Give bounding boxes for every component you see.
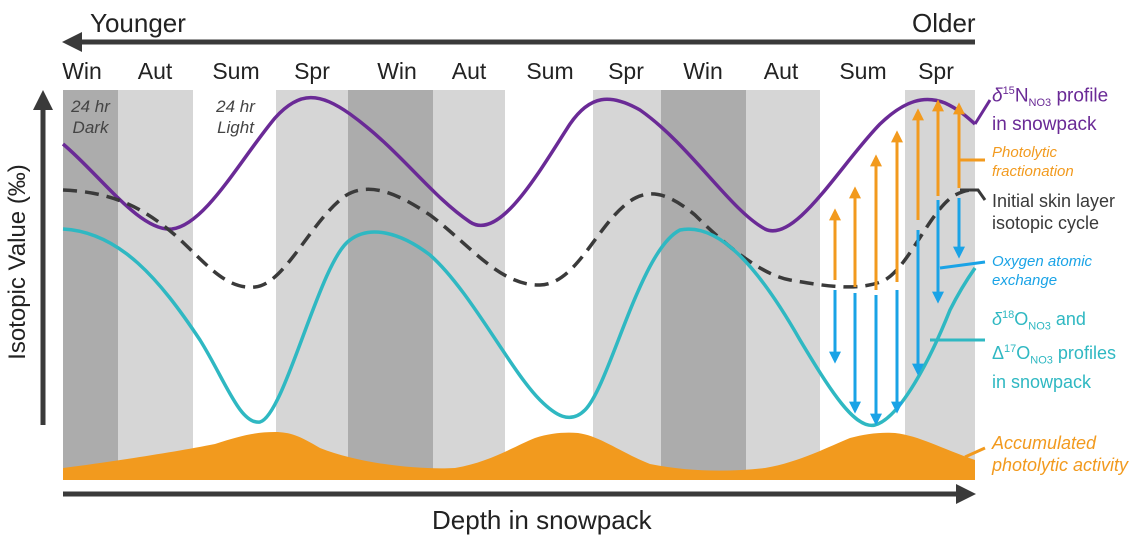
band-win-1 bbox=[63, 90, 118, 480]
season-label: Win bbox=[62, 58, 102, 84]
legend-o18-sub1: NO3 bbox=[1028, 320, 1051, 333]
band-win-3 bbox=[661, 90, 746, 480]
n15-profile-curve bbox=[61, 95, 977, 233]
light-note-line2: Light bbox=[217, 118, 254, 137]
legend-o18-sup1: 18 bbox=[1002, 309, 1015, 321]
legend-n15-delta: δ bbox=[992, 85, 1003, 107]
season-label: Spr bbox=[918, 58, 954, 84]
photolytic-arrows bbox=[829, 99, 965, 290]
season-label: Win bbox=[377, 58, 417, 84]
legend-o18-and: and bbox=[1050, 309, 1086, 329]
season-bands bbox=[63, 90, 975, 480]
leader-n15 bbox=[973, 99, 992, 125]
season-label: Sum bbox=[526, 58, 574, 84]
older-label: Older bbox=[912, 8, 976, 38]
photolytic-activity-area bbox=[63, 432, 975, 480]
x-axis-label: Depth in snowpack bbox=[432, 505, 652, 535]
legend-o18-rest2: profiles bbox=[1052, 342, 1116, 363]
legend-o18-sub2: NO3 bbox=[1030, 354, 1053, 367]
legend-photolytic-line1: Photolytic bbox=[992, 144, 1058, 161]
leader-oxygen bbox=[939, 260, 986, 270]
legend-activity-line2: photolytic activity bbox=[992, 455, 1129, 475]
band-spr-2 bbox=[593, 90, 661, 480]
younger-label: Younger bbox=[90, 8, 186, 38]
legend-photolytic-line2: fractionation bbox=[992, 163, 1074, 180]
legend-n15-sup: 15 bbox=[1002, 85, 1015, 97]
legend-leaders bbox=[930, 99, 992, 459]
band-aut-1 bbox=[118, 90, 193, 480]
season-label: Sum bbox=[839, 58, 887, 84]
season-label: Win bbox=[683, 58, 723, 84]
legend-n15-line2: in snowpack bbox=[992, 114, 1097, 136]
legend-skin: Initial skin layer isotopic cycle bbox=[992, 190, 1115, 234]
legend-activity: Accumulated photolytic activity bbox=[992, 432, 1128, 476]
legend-photolytic: Photolytic fractionation bbox=[992, 143, 1074, 181]
legend-o18-line3: in snowpack bbox=[992, 372, 1092, 393]
legend-o18-base1: O bbox=[1014, 309, 1029, 329]
legend-o18-Delta: Δ bbox=[992, 342, 1005, 363]
legend-o18-delta: δ bbox=[992, 309, 1003, 329]
legend-oxygen: Oxygen atomic exchange bbox=[992, 252, 1092, 290]
leader-skin bbox=[960, 188, 987, 201]
legend-activity-line1: Accumulated bbox=[992, 433, 1097, 453]
season-label: Aut bbox=[763, 58, 799, 84]
legend-o18: δ18ONO3 and Δ17ONO3 profiles in snowpack bbox=[992, 304, 1116, 393]
season-label: Spr bbox=[608, 58, 644, 84]
light-note: 24 hr Light bbox=[208, 96, 263, 138]
legend-n15-sub: NO3 bbox=[1028, 97, 1052, 110]
dark-note-line2: Dark bbox=[72, 118, 109, 137]
light-note-line1: 24 hr bbox=[216, 97, 255, 116]
band-win-2 bbox=[348, 90, 433, 480]
dark-note-line1: 24 hr bbox=[71, 97, 110, 116]
legend-n15-rest: profile bbox=[1051, 85, 1109, 107]
y-axis-label: Isotopic Value (‰) bbox=[4, 164, 31, 360]
season-label: Sum bbox=[212, 58, 260, 84]
legend-o18-base2: O bbox=[1016, 342, 1031, 363]
legend-oxygen-line1: Oxygen atomic bbox=[992, 253, 1093, 270]
legend-o18-sup2: 17 bbox=[1004, 342, 1017, 355]
legend-skin-line1: Initial skin layer bbox=[992, 191, 1116, 211]
legend-oxygen-line2: exchange bbox=[992, 272, 1058, 289]
season-label: Aut bbox=[137, 58, 173, 84]
oxygen-arrows bbox=[829, 198, 965, 426]
band-aut-2 bbox=[433, 90, 505, 480]
band-aut-3 bbox=[746, 90, 820, 480]
band-spr-1 bbox=[276, 90, 348, 480]
legend-skin-line2: isotopic cycle bbox=[992, 213, 1100, 233]
leader-activity bbox=[964, 446, 986, 459]
skin-layer-curve bbox=[62, 187, 976, 289]
legend-n15-base: N bbox=[1014, 85, 1029, 107]
season-label: Aut bbox=[451, 58, 487, 84]
dark-note: 24 hr Dark bbox=[63, 96, 118, 138]
legend-n15: δ15NNO3 profile in snowpack bbox=[992, 80, 1108, 136]
season-label: Spr bbox=[294, 58, 330, 84]
